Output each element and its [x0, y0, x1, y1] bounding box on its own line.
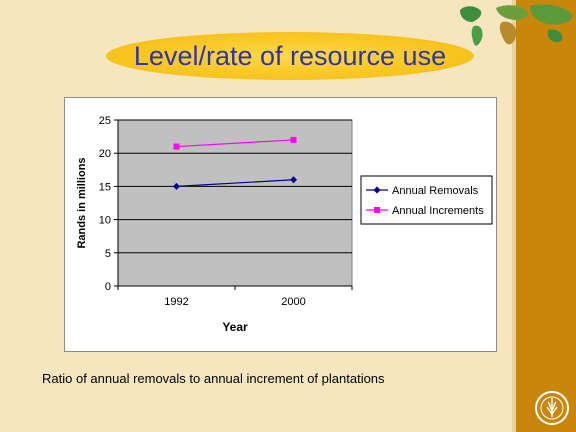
line-chart: 0 5 10 15 20 25 1992 2000 Rands in millions Ye…	[76, 115, 493, 334]
y-tick-label: 0	[105, 281, 111, 293]
title-oval	[106, 32, 474, 80]
data-point	[290, 136, 297, 143]
y-tick-label: 25	[99, 115, 111, 127]
plot-area	[117, 119, 353, 287]
x-tick-label: 2000	[281, 296, 305, 308]
y-tick-label: 15	[99, 181, 111, 193]
y-tick-label: 20	[99, 148, 111, 160]
legend-label: Annual Removals	[392, 185, 479, 197]
data-point	[173, 143, 180, 150]
chart-frame: 0 5 10 15 20 25 1992 2000 Rands in millions Ye…	[64, 97, 497, 352]
legend-label: Annual Increments	[392, 205, 484, 217]
band-divider	[512, 0, 516, 432]
x-tick-label: 1992	[164, 296, 188, 308]
data-point	[173, 182, 180, 190]
y-tick-label: 5	[105, 248, 111, 260]
y-tick-label: 10	[99, 215, 111, 227]
x-axis-label: Year	[222, 320, 248, 334]
legend-box	[360, 175, 493, 225]
legend-marker	[373, 186, 381, 194]
series-line-2	[176, 139, 294, 148]
slide-title: Level/rate of resource use	[133, 41, 447, 71]
right-band	[516, 0, 576, 432]
data-point	[290, 176, 297, 184]
legend-marker	[374, 207, 380, 213]
slide-caption: Ratio of annual removals to annual incre…	[42, 371, 385, 386]
world-map-icon	[460, 4, 573, 46]
fao-logo-icon	[535, 391, 569, 425]
series-line-1	[176, 179, 294, 187]
y-axis-label: Rands in millions	[76, 157, 88, 248]
